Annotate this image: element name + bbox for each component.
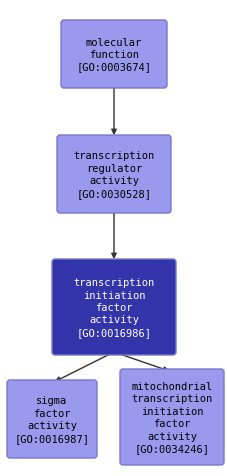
- FancyBboxPatch shape: [7, 380, 96, 458]
- FancyBboxPatch shape: [61, 21, 166, 89]
- Text: molecular
function
[GO:0003674]: molecular function [GO:0003674]: [76, 38, 151, 72]
- Text: transcription
initiation
factor
activity
[GO:0016986]: transcription initiation factor activity…: [73, 278, 154, 337]
- FancyBboxPatch shape: [119, 369, 223, 465]
- FancyBboxPatch shape: [52, 259, 175, 355]
- Text: sigma
factor
activity
[GO:0016987]: sigma factor activity [GO:0016987]: [15, 396, 89, 443]
- FancyBboxPatch shape: [57, 136, 170, 214]
- Text: transcription
regulator
activity
[GO:0030528]: transcription regulator activity [GO:003…: [73, 151, 154, 198]
- Text: mitochondrial
transcription
initiation
factor
activity
[GO:0034246]: mitochondrial transcription initiation f…: [131, 381, 212, 453]
